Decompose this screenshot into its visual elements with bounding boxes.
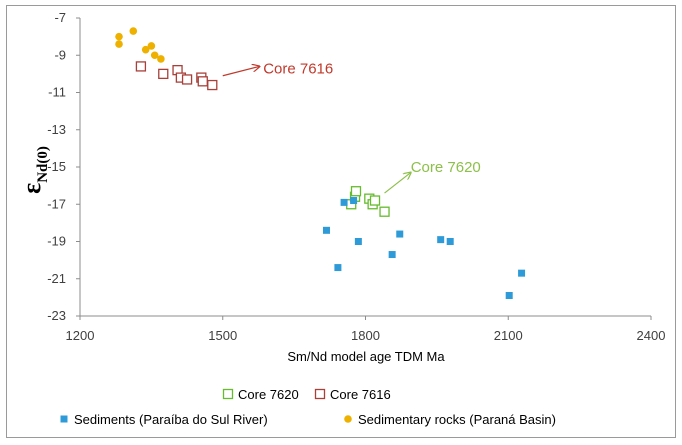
data-points [115, 27, 526, 300]
annotation-label: Core 7616 [263, 60, 333, 77]
legend-label: Sedimentary rocks (Paraná Basin) [358, 412, 556, 427]
data-point [369, 195, 381, 206]
axes [76, 17, 652, 320]
legend-marker [314, 388, 326, 400]
y-tick-label: -23 [47, 308, 66, 323]
data-point [437, 236, 445, 244]
legend-item: Core 7620 [222, 387, 299, 402]
data-point [157, 55, 165, 63]
y-tick-label: -7 [54, 10, 66, 25]
annotation-label: Core 7620 [411, 159, 481, 176]
y-axis-title: εNd(0) [17, 146, 51, 194]
y-tick-label: -9 [54, 47, 66, 62]
data-point [115, 40, 123, 48]
annotations: Core 7616 Core 7620 [222, 60, 481, 194]
data-point [350, 186, 362, 197]
annotation-arrow [222, 66, 260, 77]
data-point [115, 32, 123, 41]
data-point [141, 45, 150, 54]
y-tick-label: -21 [47, 271, 66, 286]
y-tick-label: -13 [47, 122, 66, 137]
y-axis-title-sub: Nd(0) [35, 146, 51, 183]
annotation-arrow [384, 173, 411, 194]
data-point [518, 269, 526, 277]
legend: Core 7620 Core 7616 Sediments (Paraíba do … [60, 387, 556, 427]
x-tick-label: 2400 [637, 328, 666, 343]
y-tick-label: -15 [47, 159, 66, 174]
legend-marker [222, 388, 234, 400]
legend-item: Sediments (Paraíba do Sul River) [60, 412, 268, 427]
data-point [350, 197, 358, 205]
data-point [181, 74, 193, 85]
x-tick-label: 1200 [66, 328, 95, 343]
data-point [505, 292, 513, 300]
y-tick-label: -17 [47, 196, 66, 211]
series-3 [115, 27, 165, 63]
data-point [197, 76, 208, 87]
legend-label: Core 7616 [330, 387, 391, 402]
data-point [334, 264, 342, 272]
x-axis-title: Sm/Nd model age TDM Ma [287, 349, 445, 364]
data-point [354, 238, 362, 245]
y-axis-title-main: ε [17, 183, 46, 194]
series-2 [322, 197, 526, 300]
legend-label: Sediments (Paraíba do Sul River) [74, 412, 268, 427]
y-tick-label: -11 [48, 85, 66, 100]
data-point [388, 251, 396, 259]
data-point [129, 27, 138, 35]
data-point [135, 61, 147, 72]
data-point [340, 198, 348, 206]
legend-marker [344, 415, 352, 423]
data-point [150, 51, 159, 60]
x-tick-label: 1500 [208, 328, 237, 343]
data-point [396, 230, 404, 238]
series-0 [346, 186, 390, 217]
data-point [322, 226, 330, 234]
legend-label: Core 7620 [238, 387, 299, 402]
x-tick-label: 1800 [351, 328, 380, 343]
data-point [379, 206, 390, 217]
data-point [158, 68, 169, 80]
series-1 [135, 61, 218, 91]
x-tick-label: 2100 [494, 328, 523, 343]
legend-marker [60, 415, 68, 423]
data-point [446, 238, 454, 245]
axis-titles: Sm/Nd model age TDM Ma εNd(0) [17, 146, 445, 364]
data-point [207, 79, 218, 91]
chart-frame [6, 5, 676, 438]
data-point [147, 42, 156, 50]
legend-item: Sedimentary rocks (Paraná Basin) [344, 412, 556, 427]
y-tick-label: -19 [47, 234, 66, 249]
legend-item: Core 7616 [314, 387, 391, 402]
